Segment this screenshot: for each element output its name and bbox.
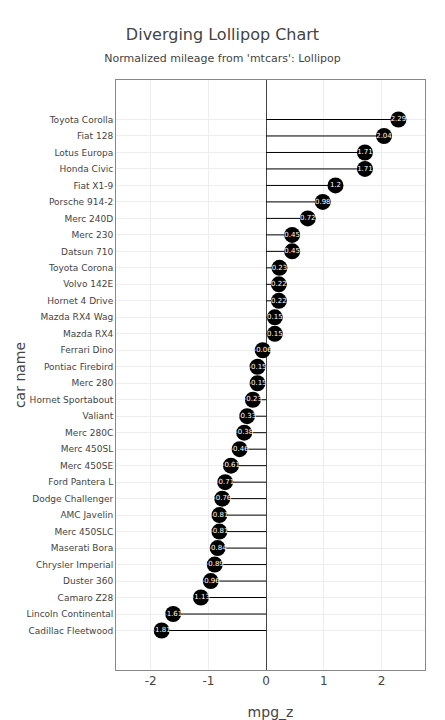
svg-text:Maserati Bora: Maserati Bora [51,543,114,553]
svg-text:0.45: 0.45 [284,247,300,255]
svg-text:Diverging Lollipop Chart: Diverging Lollipop Chart [126,25,319,44]
svg-text:-0.81: -0.81 [210,511,228,519]
svg-text:-0.33: -0.33 [238,412,256,420]
svg-text:-0.76: -0.76 [213,494,232,502]
svg-text:1: 1 [320,674,328,688]
svg-text:Fiat X1-9: Fiat X1-9 [73,181,113,191]
svg-text:-0.06: -0.06 [254,346,273,354]
svg-text:Merc 280: Merc 280 [71,378,113,388]
svg-text:Camaro Z28: Camaro Z28 [58,593,114,603]
svg-text:Valiant: Valiant [82,411,113,421]
svg-text:1.71: 1.71 [357,165,373,173]
svg-text:2.04: 2.04 [376,132,392,140]
svg-text:0.45: 0.45 [284,231,300,239]
svg-text:Hornet 4 Drive: Hornet 4 Drive [47,296,113,306]
svg-text:Chrysler Imperial: Chrysler Imperial [36,560,113,570]
svg-text:Ferrari Dino: Ferrari Dino [61,345,114,355]
svg-text:-0.96: -0.96 [202,577,221,585]
svg-text:0.22: 0.22 [271,280,287,288]
svg-text:Mazda RX4: Mazda RX4 [63,329,114,339]
svg-text:-0.15: -0.15 [248,363,266,371]
svg-text:-1.13: -1.13 [192,593,210,601]
svg-text:-0.46: -0.46 [231,445,250,453]
svg-text:Honda Civic: Honda Civic [60,164,114,174]
svg-text:Fiat 128: Fiat 128 [77,131,113,141]
svg-text:2: 2 [378,674,386,688]
svg-text:AMC Javelin: AMC Javelin [60,510,113,520]
svg-text:-0.61: -0.61 [222,461,240,469]
svg-text:Dodge Challenger: Dodge Challenger [32,494,113,504]
svg-text:Merc 230: Merc 230 [71,230,113,240]
svg-text:0.72: 0.72 [300,214,316,222]
svg-text:0: 0 [262,674,270,688]
svg-text:-0.38: -0.38 [235,428,253,436]
svg-text:Normalized mileage from 'mtcar: Normalized mileage from 'mtcars': Lollip… [104,52,340,65]
svg-text:Datsun 710: Datsun 710 [61,247,113,257]
svg-text:0.15: 0.15 [267,313,283,321]
svg-text:-0.84: -0.84 [209,544,228,552]
svg-text:Volvo 142E: Volvo 142E [63,279,113,289]
svg-text:1.71: 1.71 [357,148,373,156]
svg-text:2.29: 2.29 [391,115,407,123]
svg-text:Duster 360: Duster 360 [63,576,113,586]
svg-text:-0.81: -0.81 [210,527,228,535]
svg-text:-1: -1 [202,674,214,688]
svg-text:Porsche 914-2: Porsche 914-2 [49,197,113,207]
svg-text:Lincoln Continental: Lincoln Continental [26,609,113,619]
svg-text:Lotus Europa: Lotus Europa [54,148,113,158]
svg-text:-0.23: -0.23 [244,395,262,403]
svg-text:Merc 450SLC: Merc 450SLC [54,527,113,537]
svg-text:-0.15: -0.15 [248,379,266,387]
svg-text:Cadillac Fleetwood: Cadillac Fleetwood [28,626,113,636]
svg-text:-1.81: -1.81 [153,626,171,634]
svg-text:Toyota Corolla: Toyota Corolla [49,115,114,125]
svg-text:0.23: 0.23 [272,264,288,272]
svg-text:Ford Pantera L: Ford Pantera L [48,477,113,487]
svg-text:-1.61: -1.61 [164,610,182,618]
svg-text:Merc 450SL: Merc 450SL [61,444,114,454]
svg-text:Merc 450SE: Merc 450SE [60,461,114,471]
svg-text:Mazda RX4 Wag: Mazda RX4 Wag [41,312,114,322]
svg-text:0.22: 0.22 [271,297,287,305]
svg-text:1.2: 1.2 [330,181,341,189]
svg-text:-2: -2 [145,674,157,688]
svg-text:Hornet Sportabout: Hornet Sportabout [30,395,114,405]
svg-text:-0.71: -0.71 [216,478,234,486]
svg-text:Merc 280C: Merc 280C [65,428,113,438]
svg-text:0.98: 0.98 [315,198,331,206]
svg-text:Pontiac Firebird: Pontiac Firebird [44,362,113,372]
svg-text:mpg_z: mpg_z [248,704,294,720]
svg-text:car name: car name [12,342,28,408]
svg-text:-0.89: -0.89 [206,560,224,568]
svg-text:0.15: 0.15 [267,330,283,338]
svg-text:Merc 240D: Merc 240D [64,214,113,224]
svg-text:Toyota Corona: Toyota Corona [48,263,113,273]
